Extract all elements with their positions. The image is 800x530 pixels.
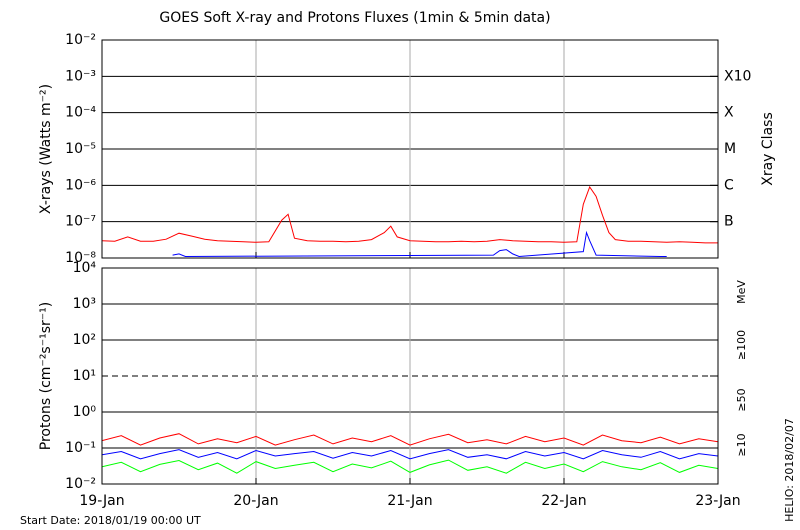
- y-tick-label: 10⁻⁵: [65, 141, 96, 157]
- legend-entry: ≥100: [735, 330, 748, 360]
- series-line: [102, 459, 718, 474]
- y-axis-label: Protons (cm⁻²s⁻¹sr⁻¹): [38, 302, 54, 451]
- chart-title: GOES Soft X-ray and Protons Fluxes (1min…: [159, 10, 550, 26]
- class-label: M: [724, 141, 736, 157]
- class-label: B: [724, 214, 734, 230]
- class-axis-label: Xray Class: [760, 112, 776, 186]
- series-line: [102, 449, 718, 460]
- series-line: [172, 230, 667, 258]
- x-tick-label: 19-Jan: [79, 493, 124, 509]
- legend-entry: ≥10: [735, 433, 748, 456]
- start-date: Start Date: 2018/01/19 00:00 UT: [20, 514, 201, 527]
- class-label: X: [724, 105, 734, 121]
- y-tick-label: 10⁻⁸: [65, 250, 96, 266]
- plot-frame: [101, 267, 719, 485]
- y-tick-label: 10⁻¹: [65, 440, 96, 456]
- helio-date: HELIO: 2018/02/07: [783, 418, 796, 522]
- legend-entry: ≥50: [735, 388, 748, 411]
- series-line: [102, 185, 718, 244]
- x-tick-label: 21-Jan: [387, 493, 432, 509]
- y-tick-label: 10⁻²: [65, 32, 96, 48]
- y-tick-label: 10²: [73, 332, 96, 348]
- y-tick-label: 10⁴: [73, 260, 97, 276]
- class-label: C: [724, 177, 734, 193]
- x-tick-label: 22-Jan: [541, 493, 586, 509]
- plot-frame: [101, 39, 719, 259]
- legend-unit: MeV: [735, 280, 748, 304]
- y-tick-label: 10³: [73, 296, 96, 312]
- y-tick-label: 10⁻⁶: [65, 177, 96, 193]
- y-tick-label: 10⁻⁴: [65, 105, 96, 121]
- y-tick-label: 10⁻²: [65, 476, 96, 492]
- x-tick-label: 20-Jan: [233, 493, 278, 509]
- class-label: X10: [724, 68, 751, 84]
- y-axis-label: X-rays (Watts m⁻²): [38, 84, 54, 214]
- y-tick-label: 10⁰: [73, 404, 97, 420]
- y-tick-label: 10¹: [73, 368, 96, 384]
- series-line: [102, 433, 718, 446]
- x-tick-label: 23-Jan: [695, 493, 740, 509]
- y-tick-label: 10⁻³: [65, 68, 96, 84]
- y-tick-label: 10⁻⁷: [65, 214, 96, 230]
